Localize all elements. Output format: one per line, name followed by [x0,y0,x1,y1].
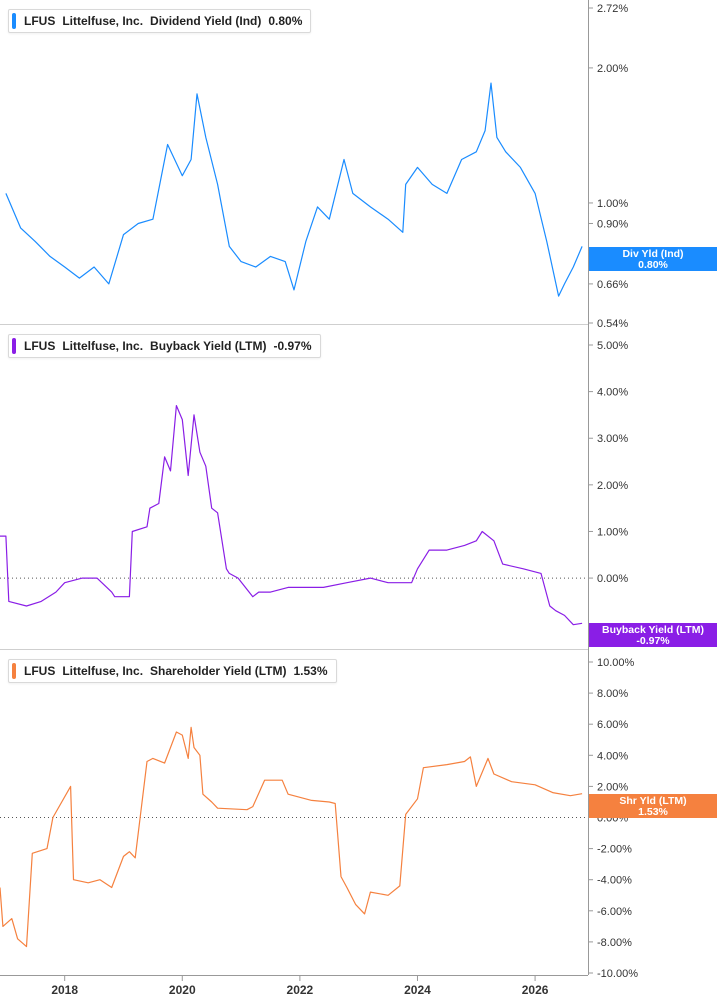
y-tick-label-div: 0.90% [597,218,628,230]
legend-buyback-swatch [12,338,16,354]
value-tag-div [589,247,717,271]
y-tick-label-shr: 6.00% [597,719,628,731]
x-tick-label: 2024 [404,983,431,997]
legend-shr[interactable]: LFUS Littelfuse, Inc. Shareholder Yield … [8,659,337,683]
legend-div-ticker: LFUS [24,14,56,28]
y-tick-label-shr: -8.00% [597,937,632,949]
y-tick-label-buyback: 5.00% [597,340,628,352]
legend-buyback[interactable]: LFUS Littelfuse, Inc. Buyback Yield (LTM… [8,334,321,358]
y-tick-label-shr: -10.00% [597,968,638,980]
value-tag-buyback [589,623,717,647]
y-tick-label-shr: -4.00% [597,875,632,887]
y-tick-label-shr: 2.00% [597,781,628,793]
y-tick-label-shr: 8.00% [597,688,628,700]
value-tag-value-buyback: -0.97% [636,635,670,647]
y-tick-label-buyback: 1.00% [597,526,628,538]
y-tick-label-shr: -6.00% [597,906,632,918]
y-tick-label-buyback: 4.00% [597,387,628,399]
legend-shr-value: 1.53% [293,664,328,678]
legend-shr-metric: Shareholder Yield (LTM) [150,664,287,678]
y-tick-label-shr: 4.00% [597,750,628,762]
x-tick-label: 2020 [169,983,196,997]
legend-div-swatch [12,13,16,29]
legend-buyback-ticker: LFUS [24,339,56,353]
y-tick-label-shr: -2.00% [597,844,632,856]
y-tick-label-div: 0.54% [597,318,628,330]
y-tick-label-div: 2.72% [597,3,628,15]
value-tag-label-shr: Shr Yld (LTM) [619,795,686,807]
x-tick-label: 2026 [522,983,549,997]
series-line-buyback [0,405,583,626]
legend-shr-company: Littelfuse, Inc. [62,664,144,678]
y-tick-label-buyback: 0.00% [597,573,628,585]
value-tag-value-shr: 1.53% [638,806,668,818]
x-tick-label: 2022 [287,983,314,997]
legend-div-metric: Dividend Yield (Ind) [150,14,262,28]
legend-buyback-value: -0.97% [273,339,312,353]
y-tick-label-div: 1.00% [597,198,628,210]
legend-div[interactable]: LFUS Littelfuse, Inc. Dividend Yield (In… [8,9,312,33]
legend-div-company: Littelfuse, Inc. [62,14,144,28]
y-tick-label-div: 2.00% [597,63,628,75]
series-line-div [5,82,583,297]
value-tag-shr [589,794,717,818]
legend-div-value: 0.80% [268,14,303,28]
y-tick-label-div: 0.66% [597,279,628,291]
legend-buyback-company: Littelfuse, Inc. [62,339,144,353]
series-line-shr [0,726,583,948]
y-tick-label-buyback: 2.00% [597,480,628,492]
value-tag-label-div: Div Yld (Ind) [622,248,683,260]
value-tag-label-buyback: Buyback Yield (LTM) [602,624,704,636]
value-tag-value-div: 0.80% [638,259,668,271]
legend-buyback-metric: Buyback Yield (LTM) [150,339,267,353]
legend-shr-swatch [12,663,16,679]
x-tick-label: 2018 [51,983,78,997]
y-tick-label-shr: 10.00% [597,657,635,669]
legend-shr-ticker: LFUS [24,664,56,678]
y-tick-label-buyback: 3.00% [597,433,628,445]
